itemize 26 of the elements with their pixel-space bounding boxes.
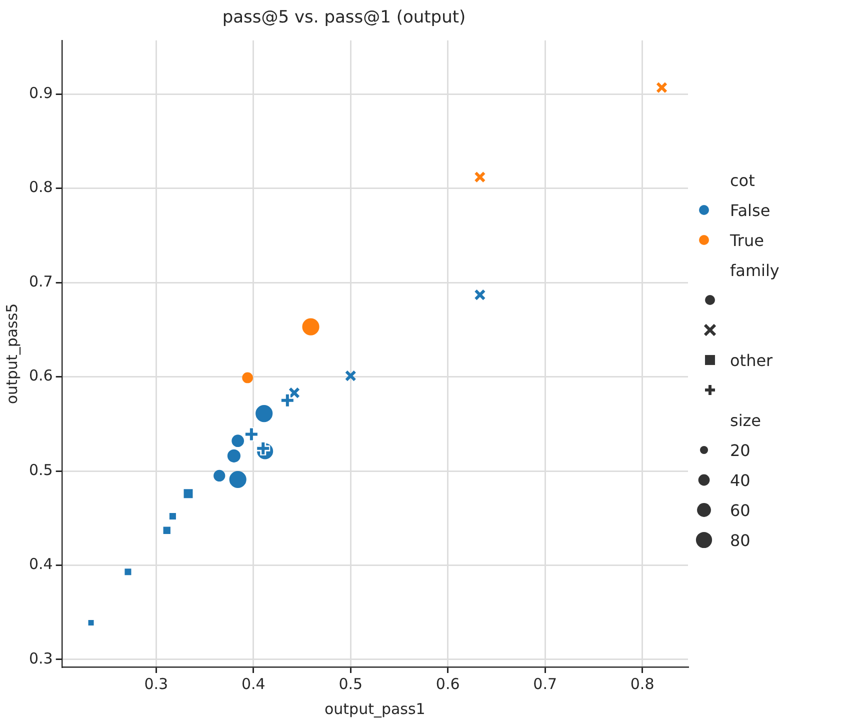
legend-label: 40 — [730, 470, 750, 490]
x-axis-title: output_pass1 — [324, 700, 426, 718]
y-tick-label: 0.5 — [28, 460, 53, 479]
y-tick-label: 0.7 — [28, 272, 53, 290]
x-tick-label: 0.8 — [630, 674, 654, 693]
x-tick-label: 0.7 — [533, 674, 558, 693]
legend-label: False — [730, 200, 770, 220]
legend-label: True — [730, 230, 764, 250]
text: other — [730, 350, 773, 370]
chart-title: pass@5 vs. pass@1 (output) — [222, 8, 466, 28]
y-tick-label: 0.3 — [28, 649, 53, 668]
y-axis-title: output_pass5 — [2, 303, 21, 404]
text: family — [729, 260, 780, 282]
text: size — [729, 410, 762, 432]
y-tick-label: 0.8 — [28, 178, 53, 196]
legend-label: 80 — [730, 530, 750, 550]
legend-title: cot — [729, 170, 756, 192]
legend-label: 60 — [730, 500, 750, 520]
y-tick-label: 0.9 — [28, 84, 53, 102]
y-tick-label: 0.4 — [28, 555, 53, 574]
y-tick-label: 0.6 — [28, 366, 53, 385]
x-tick-label: 0.6 — [436, 674, 460, 693]
legend-label: 20 — [730, 440, 750, 460]
x-tick-label: 0.3 — [144, 674, 168, 693]
x-tick-label: 0.4 — [241, 674, 266, 693]
x-tick-label: 0.5 — [338, 674, 363, 693]
